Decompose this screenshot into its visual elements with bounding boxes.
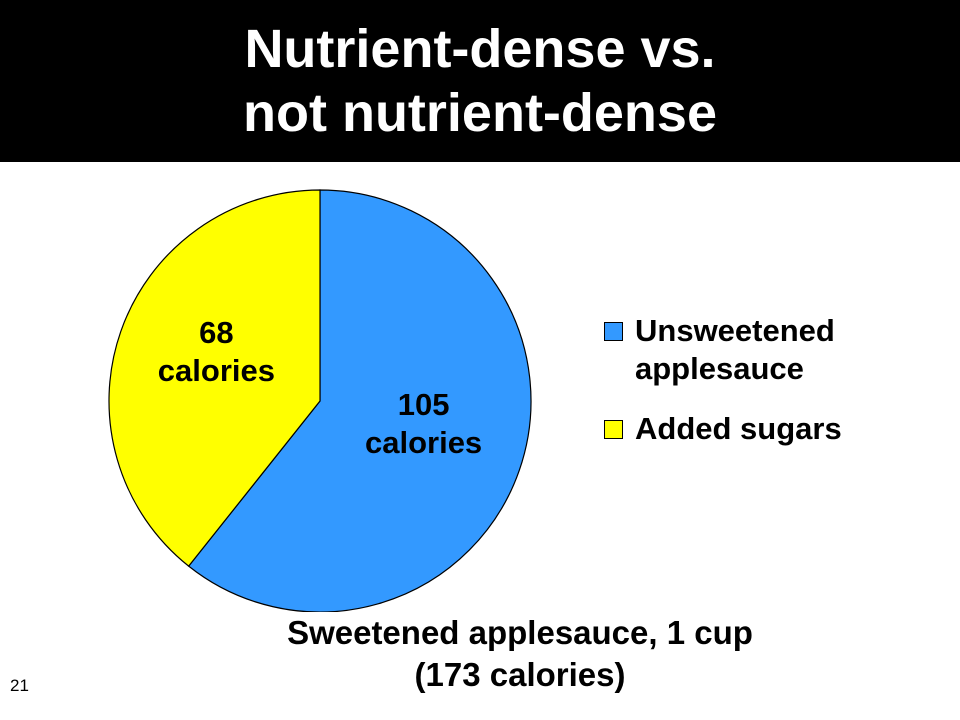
legend-item-added-sugars: Added sugars xyxy=(604,410,944,448)
caption-line-1: Sweetened applesauce, 1 cup xyxy=(287,614,753,651)
slice-label-unit: calories xyxy=(158,353,275,388)
caption-line-2: (173 calories) xyxy=(414,656,626,693)
legend-label-unsweetened-applesauce: Unsweetened applesauce xyxy=(635,312,905,388)
chart-caption: Sweetened applesauce, 1 cup (173 calorie… xyxy=(190,612,850,696)
slice-label-value: 105 xyxy=(398,387,450,422)
page-number: 21 xyxy=(10,676,29,695)
slice-label-value: 68 xyxy=(199,315,233,350)
legend-swatch-added-sugars xyxy=(604,420,623,439)
legend-swatch-unsweetened-applesauce xyxy=(604,322,623,341)
pie-slice-added-sugars xyxy=(108,189,321,567)
pie-slice-unsweetened-applesauce xyxy=(187,189,532,612)
slice-label-unit: calories xyxy=(365,425,482,460)
slice-label-unsweetened-applesauce: 105 calories xyxy=(365,387,482,460)
chart-legend: Unsweetened applesauce Added sugars xyxy=(604,312,944,448)
legend-item-unsweetened-applesauce: Unsweetened applesauce xyxy=(604,312,944,388)
legend-label-added-sugars: Added sugars xyxy=(635,411,842,446)
slide-title-line-1: Nutrient-dense vs. xyxy=(244,19,716,79)
slice-label-added-sugars: 68 calories xyxy=(158,315,275,388)
legend-label-line-1: Unsweetened xyxy=(635,313,835,348)
title-bar: Nutrient-dense vs. not nutrient-dense xyxy=(0,0,960,162)
slide-title-line-2: not nutrient-dense xyxy=(243,83,717,143)
legend-label-line-2: applesauce xyxy=(635,351,804,386)
